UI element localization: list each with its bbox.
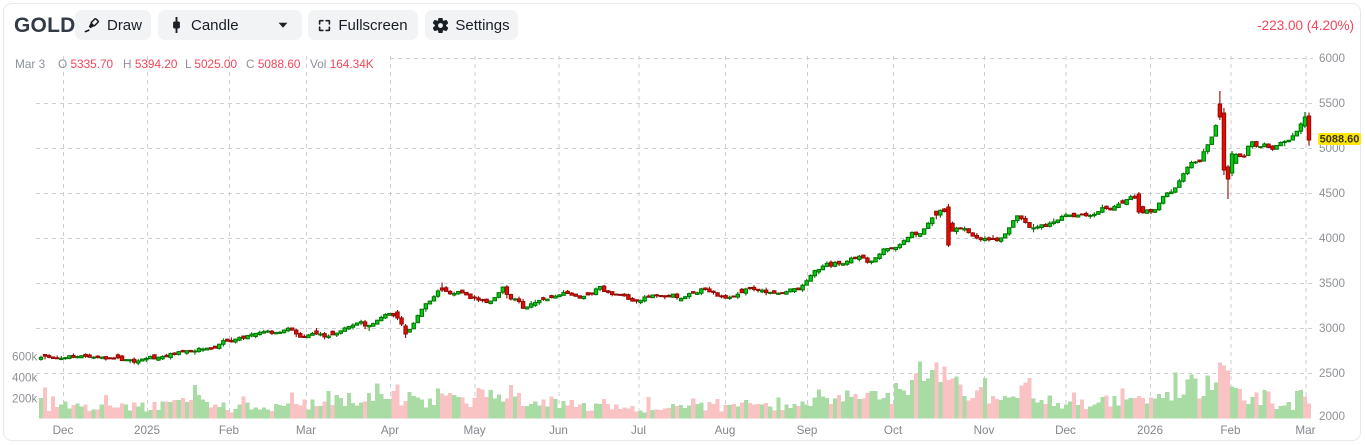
svg-text:2026: 2026 [1137,424,1163,437]
svg-text:2025: 2025 [134,424,161,437]
svg-text:2500: 2500 [1319,367,1346,380]
svg-text:Dec: Dec [53,424,74,437]
svg-text:5000: 5000 [1319,142,1346,155]
svg-text:5088.60: 5088.60 [1320,134,1360,146]
svg-text:Jul: Jul [631,424,646,437]
svg-text:200k: 200k [12,393,38,406]
svg-text:Mar: Mar [1295,424,1315,437]
svg-text:Feb: Feb [219,424,240,437]
svg-text:Apr: Apr [381,424,399,437]
svg-text:6000: 6000 [1319,52,1346,65]
svg-text:600k: 600k [12,351,38,364]
svg-text:Aug: Aug [715,424,736,437]
svg-text:4000: 4000 [1319,232,1346,245]
svg-text:Nov: Nov [974,424,995,437]
svg-text:400k: 400k [12,372,38,385]
svg-text:Feb: Feb [1220,424,1241,437]
svg-text:5500: 5500 [1319,97,1346,110]
svg-text:Dec: Dec [1055,424,1076,437]
svg-text:May: May [463,424,485,437]
svg-text:4500: 4500 [1319,187,1346,200]
svg-text:Sep: Sep [797,424,818,437]
svg-text:Mar: Mar [296,424,316,437]
svg-text:2000: 2000 [1319,410,1346,423]
svg-text:Oct: Oct [884,424,903,437]
svg-text:Jun: Jun [549,424,568,437]
svg-text:3000: 3000 [1319,322,1346,335]
svg-text:3500: 3500 [1319,277,1346,290]
